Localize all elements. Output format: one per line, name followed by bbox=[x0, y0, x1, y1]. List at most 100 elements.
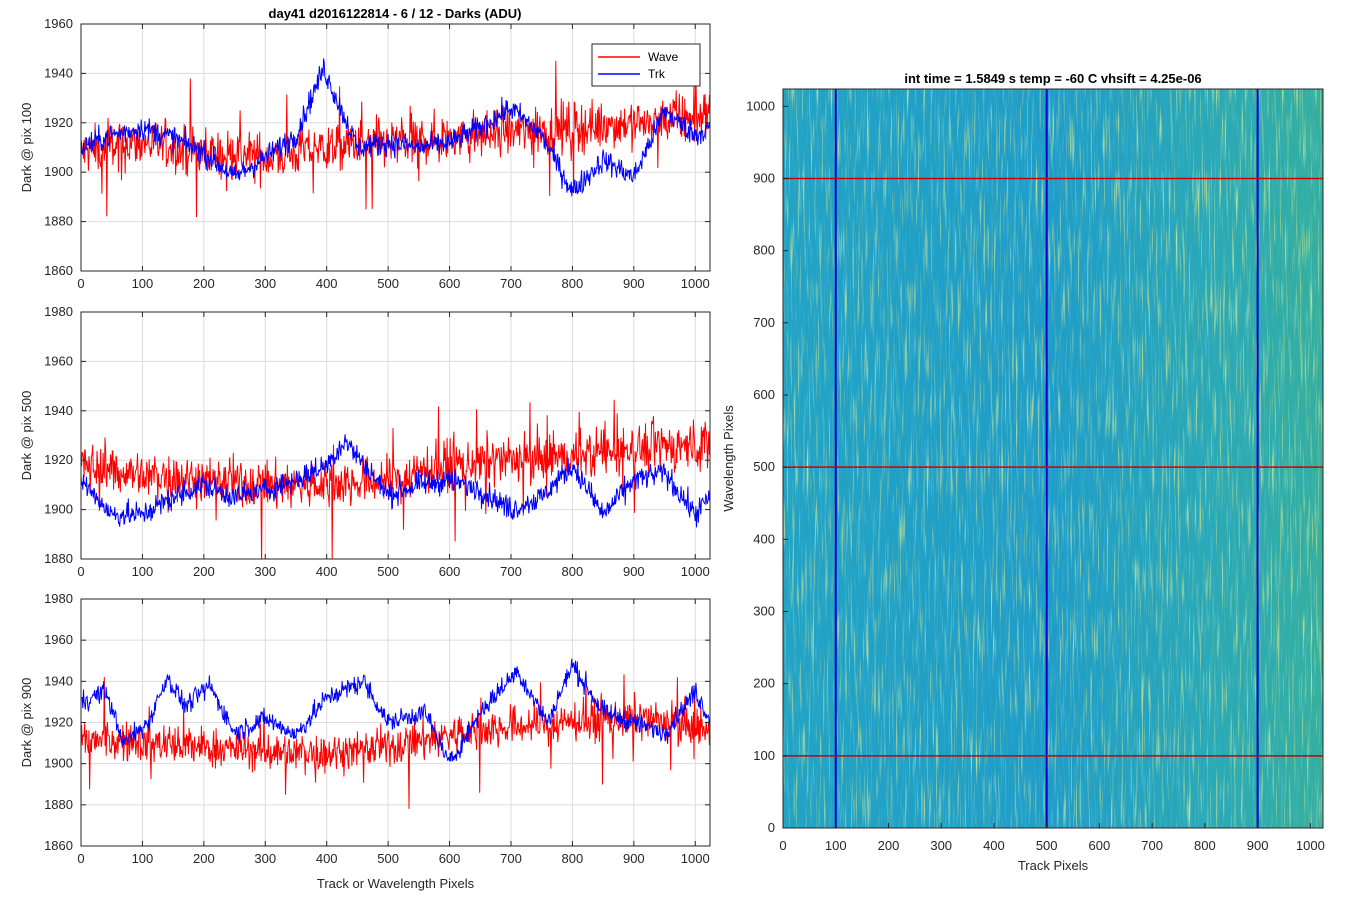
x-tick-label: 300 bbox=[254, 276, 276, 291]
x-tick-label: 700 bbox=[500, 851, 522, 866]
y-tick-label: 500 bbox=[753, 459, 775, 474]
x-tick-label: 500 bbox=[377, 851, 399, 866]
x-tick-label: 100 bbox=[132, 851, 154, 866]
y-tick-label: 1900 bbox=[44, 164, 73, 179]
heatmap-title: int time = 1.5849 s temp = -60 C vhsift … bbox=[904, 71, 1201, 86]
y-tick-label: 1920 bbox=[44, 715, 73, 730]
y-tick-label: 1900 bbox=[44, 756, 73, 771]
x-tick-label: 0 bbox=[779, 838, 786, 853]
y-tick-label: 900 bbox=[753, 170, 775, 185]
x-tick-label: 800 bbox=[562, 276, 584, 291]
x-tick-label: 500 bbox=[377, 276, 399, 291]
x-tick-label: 200 bbox=[193, 564, 215, 579]
x-tick-label: 600 bbox=[439, 276, 461, 291]
y-tick-label: 100 bbox=[753, 748, 775, 763]
y-axis-label: Wavelength Pixels bbox=[721, 405, 736, 512]
x-tick-label: 100 bbox=[825, 838, 847, 853]
x-tick-label: 200 bbox=[193, 276, 215, 291]
axes-box bbox=[80, 23, 711, 272]
y-axis-label: Dark @ pix 900 bbox=[19, 678, 34, 768]
y-tick-label: 1980 bbox=[44, 591, 73, 606]
figure-title: day41 d2016122814 - 6 / 12 - Darks (ADU) bbox=[269, 6, 522, 21]
heatmap-texture-dark bbox=[783, 89, 1323, 828]
series-line-trk bbox=[81, 434, 710, 528]
series-line-trk bbox=[81, 658, 710, 762]
x-tick-label: 300 bbox=[254, 564, 276, 579]
x-tick-label: 900 bbox=[1247, 838, 1269, 853]
x-tick-label: 1000 bbox=[681, 851, 710, 866]
x-tick-label: 800 bbox=[1194, 838, 1216, 853]
y-tick-label: 1920 bbox=[44, 115, 73, 130]
series-line-wave bbox=[81, 670, 710, 809]
x-tick-label: 1000 bbox=[681, 276, 710, 291]
axes-box bbox=[782, 88, 1324, 829]
y-tick-label: 300 bbox=[753, 603, 775, 618]
x-tick-label: 0 bbox=[77, 276, 84, 291]
x-tick-label: 300 bbox=[254, 851, 276, 866]
y-tick-label: 1960 bbox=[44, 632, 73, 647]
x-tick-label: 700 bbox=[500, 564, 522, 579]
y-tick-label: 1000 bbox=[746, 98, 775, 113]
x-tick-label: 900 bbox=[623, 564, 645, 579]
x-axis-label: Track or Wavelength Pixels bbox=[317, 876, 475, 891]
x-tick-label: 0 bbox=[77, 851, 84, 866]
y-tick-label: 1940 bbox=[44, 403, 73, 418]
y-axis-label: Dark @ pix 100 bbox=[19, 103, 34, 193]
x-tick-label: 500 bbox=[1036, 838, 1058, 853]
y-tick-label: 1960 bbox=[44, 16, 73, 31]
y-axis-label: Dark @ pix 500 bbox=[19, 391, 34, 481]
line-panel-1: 0 100 200 300 400 500 600 700 800 900 1000 1860 1880… bbox=[19, 16, 711, 291]
x-tick-label: 900 bbox=[623, 276, 645, 291]
x-tick-label: 200 bbox=[193, 851, 215, 866]
x-tick-label: 700 bbox=[1141, 838, 1163, 853]
y-tick-label: 1880 bbox=[44, 797, 73, 812]
y-tick-label: 1900 bbox=[44, 502, 73, 517]
x-tick-label: 100 bbox=[132, 276, 154, 291]
line-panel-3: 0 100 200 300 400 500 600 700 800 900 1000 1860 1880… bbox=[19, 591, 711, 891]
x-tick-label: 1000 bbox=[1296, 838, 1325, 853]
x-tick-label: 800 bbox=[562, 564, 584, 579]
x-tick-label: 800 bbox=[562, 851, 584, 866]
x-tick-label: 0 bbox=[77, 564, 84, 579]
x-tick-label: 600 bbox=[439, 851, 461, 866]
x-tick-label: 100 bbox=[132, 564, 154, 579]
y-tick-label: 600 bbox=[753, 387, 775, 402]
y-tick-label: 1960 bbox=[44, 353, 73, 368]
y-tick-label: 1980 bbox=[44, 304, 73, 319]
y-tick-label: 0 bbox=[768, 820, 775, 835]
legend-label-trk: Trk bbox=[648, 67, 666, 81]
plot-area bbox=[81, 312, 710, 559]
y-tick-label: 800 bbox=[753, 243, 775, 258]
x-tick-label: 600 bbox=[439, 564, 461, 579]
y-tick-label: 1860 bbox=[44, 263, 73, 278]
x-tick-label: 200 bbox=[878, 838, 900, 853]
legend-box bbox=[591, 43, 701, 87]
x-tick-label: 900 bbox=[623, 851, 645, 866]
y-tick-label: 1880 bbox=[44, 551, 73, 566]
x-tick-label: 600 bbox=[1089, 838, 1111, 853]
y-tick-label: 200 bbox=[753, 676, 775, 691]
y-tick-label: 700 bbox=[753, 315, 775, 330]
axes-box bbox=[80, 311, 711, 560]
heatmap-panel: 0 100 200 300 400 500 600 700 800 900 1000 0 100 200 3… bbox=[721, 71, 1325, 873]
series-line-wave bbox=[81, 399, 710, 559]
legend-label-wave: Wave bbox=[648, 50, 679, 64]
y-tick-label: 1860 bbox=[44, 838, 73, 853]
x-tick-label: 1000 bbox=[681, 564, 710, 579]
x-tick-label: 300 bbox=[930, 838, 952, 853]
x-tick-label: 700 bbox=[500, 276, 522, 291]
x-tick-label: 400 bbox=[316, 851, 338, 866]
x-axis-label: Track Pixels bbox=[1018, 858, 1089, 873]
x-tick-label: 400 bbox=[983, 838, 1005, 853]
legend: Wave Trk bbox=[591, 43, 701, 87]
x-tick-label: 400 bbox=[316, 276, 338, 291]
y-tick-label: 1880 bbox=[44, 214, 73, 229]
y-tick-label: 1940 bbox=[44, 673, 73, 688]
series-line-trk bbox=[81, 58, 710, 197]
x-tick-label: 500 bbox=[377, 564, 399, 579]
y-tick-label: 1940 bbox=[44, 65, 73, 80]
line-panel-2: 0 100 200 300 400 500 600 700 800 900 1000 1880 1900… bbox=[19, 304, 711, 579]
y-tick-label: 400 bbox=[753, 531, 775, 546]
x-tick-label: 400 bbox=[316, 564, 338, 579]
